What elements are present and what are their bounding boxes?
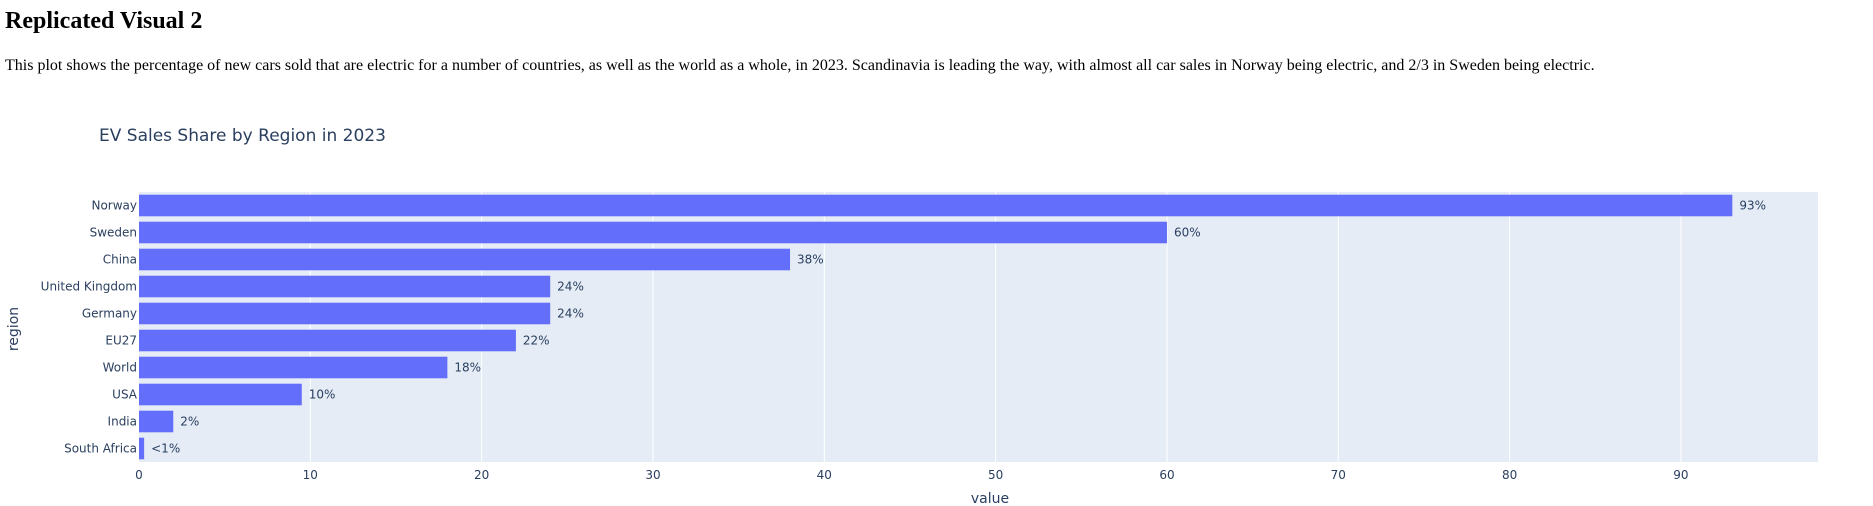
x-tick-label: 20 — [474, 468, 489, 482]
bar — [139, 194, 1733, 217]
x-tick-label: 80 — [1502, 468, 1517, 482]
bar-data-label: 24% — [557, 280, 584, 294]
x-tick-label: 50 — [988, 468, 1003, 482]
y-tick-label: South Africa — [64, 442, 137, 456]
y-tick-label: EU27 — [105, 334, 137, 348]
y-tick-label: India — [108, 415, 137, 429]
bar — [139, 437, 145, 460]
x-tick-label: 30 — [645, 468, 660, 482]
bar-data-label: 93% — [1739, 199, 1766, 213]
y-tick-label: United Kingdom — [41, 280, 137, 294]
bar — [139, 329, 516, 352]
y-tick-label: Sweden — [90, 226, 137, 240]
y-tick-label: Norway — [91, 199, 137, 213]
plot-area: 0 10 20 30 40 50 60 70 80 90 Norway 93% Sweden 60% Chi… — [41, 192, 1818, 482]
x-tick-label: 10 — [303, 468, 318, 482]
bar-data-label: 2% — [180, 415, 199, 429]
x-tick-label: 90 — [1673, 468, 1688, 482]
x-axis-title: value — [971, 491, 1009, 506]
page-description: This plot shows the percentage of new ca… — [5, 57, 1595, 74]
bar — [139, 275, 551, 298]
bar-data-label: 24% — [557, 307, 584, 321]
bar-data-label: <1% — [151, 442, 180, 456]
y-tick-label: USA — [112, 388, 138, 402]
bar — [139, 221, 1167, 244]
y-tick-label: Germany — [82, 307, 137, 321]
chart-title: EV Sales Share by Region in 2023 — [99, 126, 386, 146]
y-tick-label: China — [103, 253, 137, 267]
bar — [139, 302, 551, 325]
bar — [139, 248, 791, 271]
x-tick-label: 0 — [135, 468, 143, 482]
bar-data-label: 10% — [309, 388, 336, 402]
y-axis-title: region — [6, 307, 22, 351]
ev-sales-bar-chart: EV Sales Share by Region in 2023 0 10 20 30… — [6, 126, 1818, 506]
bar-data-label: 60% — [1174, 226, 1201, 240]
bar — [139, 356, 448, 379]
bar-data-label: 18% — [454, 361, 481, 375]
bar-data-label: 22% — [523, 334, 550, 348]
page-heading: Replicated Visual 2 — [5, 8, 203, 34]
x-tick-label: 40 — [817, 468, 832, 482]
y-tick-label: World — [103, 361, 137, 375]
x-tick-label: 60 — [1159, 468, 1174, 482]
bar — [139, 383, 302, 406]
bar-data-label: 38% — [797, 253, 824, 267]
x-tick-label: 70 — [1331, 468, 1346, 482]
bar — [139, 410, 174, 433]
